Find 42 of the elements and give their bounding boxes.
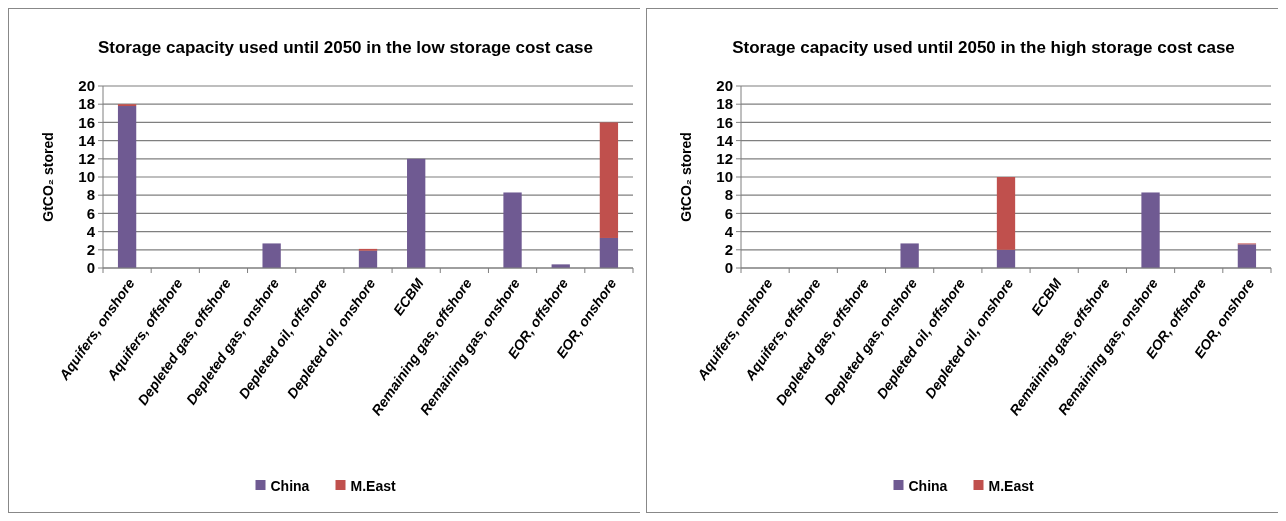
y-tick-label: 2 [86,241,95,259]
y-axis-title: GtCO₂ stored [678,132,694,222]
y-tick-label: 20 [78,77,95,95]
legend-label: M.East [350,477,396,494]
bar [407,158,426,268]
bar [503,192,522,268]
y-tick-label: 18 [716,95,733,113]
chart-title: Storage capacity used until 2050 in the low storage cost case [97,38,594,57]
bar [996,177,1016,250]
y-tick-label: 20 [716,77,733,95]
y-tick-label: 0 [724,259,733,277]
bar [599,237,619,268]
y-tick-label: 14 [78,131,96,149]
y-tick-label: 16 [716,113,733,131]
y-tick-label: 8 [86,186,95,204]
bar [262,243,281,268]
legend-label: M.East [988,477,1034,494]
bar [117,106,137,268]
y-tick-label: 10 [78,168,95,186]
bar [358,250,378,268]
legend-label: China [270,477,310,494]
y-tick-label: 18 [78,95,95,113]
y-tick-label: 14 [716,131,734,149]
y-tick-label: 12 [78,150,95,168]
y-tick-label: 6 [86,204,95,222]
bar [1141,192,1160,268]
bar [1237,244,1257,268]
y-tick-label: 4 [724,222,734,240]
y-axis-title: GtCO₂ stored [40,132,56,222]
y-tick-label: 6 [724,204,733,222]
y-tick-label: 0 [86,259,95,277]
y-tick-label: 16 [78,113,95,131]
legend-label: China [908,477,948,494]
y-tick-label: 12 [716,150,733,168]
y-tick-label: 10 [716,168,733,186]
bar [900,243,919,268]
y-tick-label: 2 [724,241,733,259]
y-tick-label: 8 [724,186,733,204]
bar [996,249,1016,268]
chart-title: Storage capacity used until 2050 in the high storage cost case [732,38,1235,57]
y-tick-label: 4 [86,222,96,240]
bar [599,122,619,238]
